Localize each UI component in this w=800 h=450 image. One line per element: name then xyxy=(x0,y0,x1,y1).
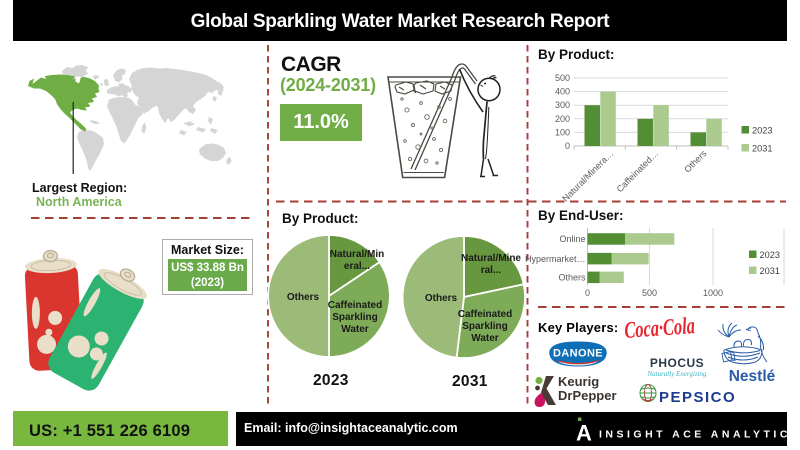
svg-text:Others: Others xyxy=(287,292,320,303)
svg-text:1000: 1000 xyxy=(703,288,723,298)
svg-text:Caffeinated…: Caffeinated… xyxy=(615,148,661,194)
svg-text:DrPepper: DrPepper xyxy=(558,388,617,403)
svg-text:PEPSICO: PEPSICO xyxy=(659,389,736,406)
svg-text:ral...: ral... xyxy=(481,265,502,276)
svg-text:500: 500 xyxy=(555,73,570,83)
svg-text:Sparkling: Sparkling xyxy=(332,312,378,323)
svg-text:500: 500 xyxy=(642,288,657,298)
svg-text:Natural/Mine: Natural/Mine xyxy=(461,253,521,264)
svg-text:Online: Online xyxy=(559,234,585,244)
svg-text:Others: Others xyxy=(558,273,586,283)
svg-text:DANONE: DANONE xyxy=(553,348,603,360)
svg-text:Coca·Cola: Coca·Cola xyxy=(624,313,696,343)
svg-text:Caffeinated: Caffeinated xyxy=(458,309,512,320)
svg-text:Keurig: Keurig xyxy=(558,374,599,389)
svg-text:Sparkling: Sparkling xyxy=(462,321,508,332)
svg-text:Natural/Minera…: Natural/Minera… xyxy=(560,148,615,203)
svg-text:Others: Others xyxy=(682,148,709,175)
svg-text:0: 0 xyxy=(565,141,570,151)
svg-text:0: 0 xyxy=(585,288,590,298)
svg-text:Water: Water xyxy=(341,324,369,335)
svg-text:2023: 2023 xyxy=(752,126,772,136)
svg-text:2031: 2031 xyxy=(760,266,780,276)
svg-text:INSIGHT ACE ANALYTIC: INSIGHT ACE ANALYTIC xyxy=(599,429,791,441)
svg-text:eral...: eral... xyxy=(344,261,370,272)
svg-text:A: A xyxy=(576,421,592,446)
svg-text:Nestlé: Nestlé xyxy=(729,368,776,385)
svg-text:Natural/Min: Natural/Min xyxy=(330,249,384,260)
svg-text:200: 200 xyxy=(555,114,570,124)
svg-text:400: 400 xyxy=(555,87,570,97)
svg-text:2031: 2031 xyxy=(752,144,772,154)
svg-text:Others: Others xyxy=(425,293,458,304)
svg-text:Hypermarket…: Hypermarket… xyxy=(525,254,586,264)
svg-text:100: 100 xyxy=(555,127,570,137)
svg-text:2023: 2023 xyxy=(760,250,780,260)
svg-text:300: 300 xyxy=(555,100,570,110)
svg-text:Water: Water xyxy=(471,333,499,344)
svg-text:Caffeinated: Caffeinated xyxy=(328,300,382,311)
